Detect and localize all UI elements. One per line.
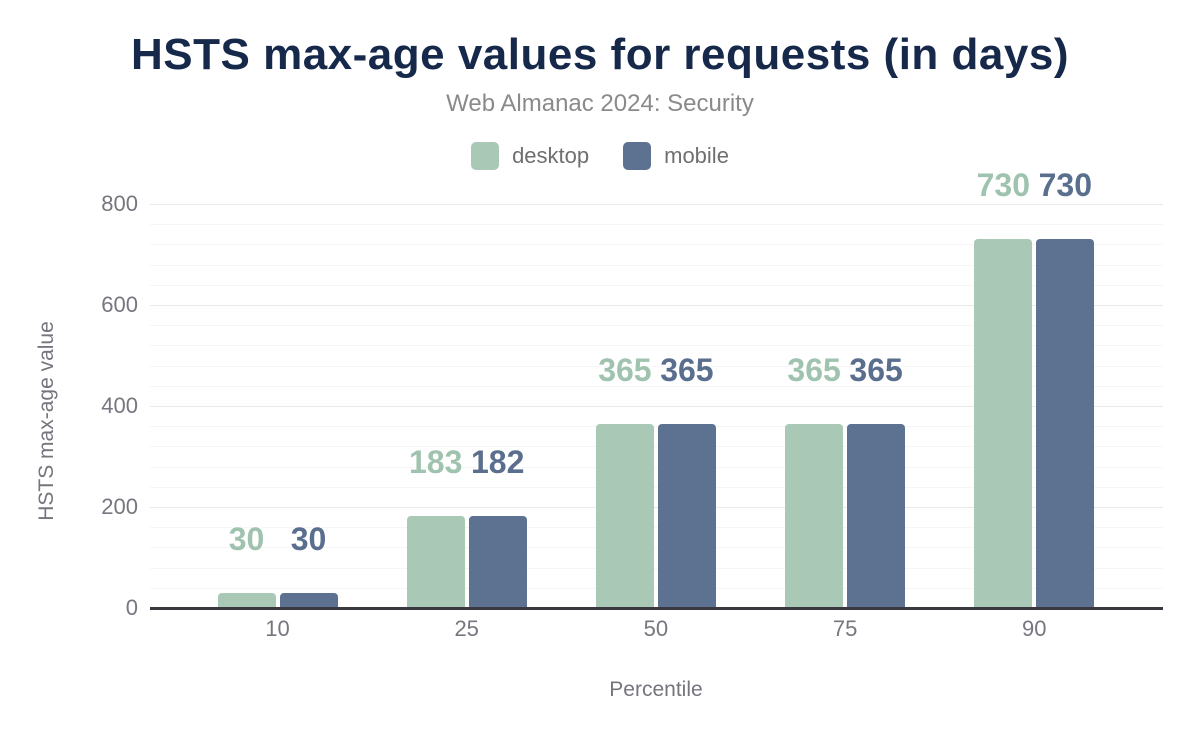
value-label-desktop-p75: 365 (787, 352, 841, 388)
value-label-mobile-p50: 365 (660, 352, 714, 388)
minor-gridline-640 (150, 284, 1163, 286)
value-label-desktop-p90: 730 (976, 167, 1030, 203)
legend: desktop mobile (0, 140, 1200, 172)
value-label-mobile-p90: 730 (1038, 167, 1092, 203)
chart-title: HSTS max-age values for requests (in day… (131, 30, 1069, 79)
value-label-desktop-p25: 183 (408, 444, 463, 480)
minor-gridline-520 (150, 345, 1163, 347)
value-label-desktop-p50: 365 (598, 352, 652, 388)
x-axis-line (150, 607, 1163, 610)
x-tick-label-25: 25 (454, 616, 479, 641)
y-tick-label-200: 200 (101, 494, 138, 519)
bar-mobile-p90 (1036, 239, 1095, 608)
bar-mobile-p75 (847, 424, 906, 608)
legend-swatch-desktop (471, 142, 500, 170)
y-tick-label-0: 0 (125, 595, 138, 620)
bar-desktop-p90 (974, 239, 1033, 608)
minor-gridline-320 (150, 446, 1163, 448)
value-label-mobile-p75: 365 (849, 352, 903, 388)
legend-swatch-mobile (623, 142, 652, 170)
major-gridline-200 (150, 507, 1163, 508)
minor-gridline-280 (150, 466, 1163, 468)
x-tick-label-75: 75 (832, 616, 858, 641)
minor-gridline-760 (150, 224, 1163, 226)
chart-subtitle: Web Almanac 2024: Security (446, 90, 754, 117)
minor-gridline-80 (150, 567, 1163, 569)
minor-gridline-120 (150, 547, 1163, 549)
x-tick-label-90: 90 (1022, 616, 1047, 641)
y-axis-title: HSTS max-age value (35, 321, 58, 521)
legend-item-desktop[interactable]: desktop (471, 142, 589, 170)
value-label-mobile-p10: 30 (290, 521, 327, 557)
legend-label-mobile: mobile (664, 143, 729, 168)
y-tick-label-400: 400 (101, 393, 138, 418)
bar-mobile-p25 (468, 516, 527, 608)
minor-gridline-440 (150, 385, 1163, 387)
value-label-mobile-p25: 182 (470, 444, 525, 480)
bar-mobile-p50 (657, 424, 716, 608)
x-axis-title: Percentile (609, 678, 703, 701)
bar-desktop-p75 (785, 424, 844, 608)
minor-gridline-480 (150, 365, 1163, 367)
y-tick-label-600: 600 (101, 292, 138, 317)
bar-desktop-p50 (595, 424, 654, 608)
minor-gridline-560 (150, 325, 1163, 327)
value-label-desktop-p10: 30 (228, 521, 265, 557)
minor-gridline-160 (150, 527, 1163, 529)
bar-desktop-p25 (406, 516, 465, 608)
minor-gridline-720 (150, 244, 1163, 246)
minor-gridline-360 (150, 426, 1163, 428)
legend-label-desktop: desktop (512, 143, 590, 168)
major-gridline-400 (150, 406, 1163, 407)
major-gridline-600 (150, 305, 1163, 306)
x-tick-label-50: 50 (643, 616, 669, 641)
minor-gridline-240 (150, 486, 1163, 488)
y-tick-label-800: 800 (101, 191, 138, 216)
bar-mobile-p10 (279, 593, 338, 608)
x-tick-label-10: 10 (265, 616, 290, 641)
bar-desktop-p10 (217, 593, 276, 608)
minor-gridline-680 (150, 264, 1163, 266)
minor-gridline-40 (150, 587, 1163, 589)
legend-item-mobile[interactable]: mobile (623, 142, 729, 170)
major-gridline-800 (150, 204, 1163, 205)
